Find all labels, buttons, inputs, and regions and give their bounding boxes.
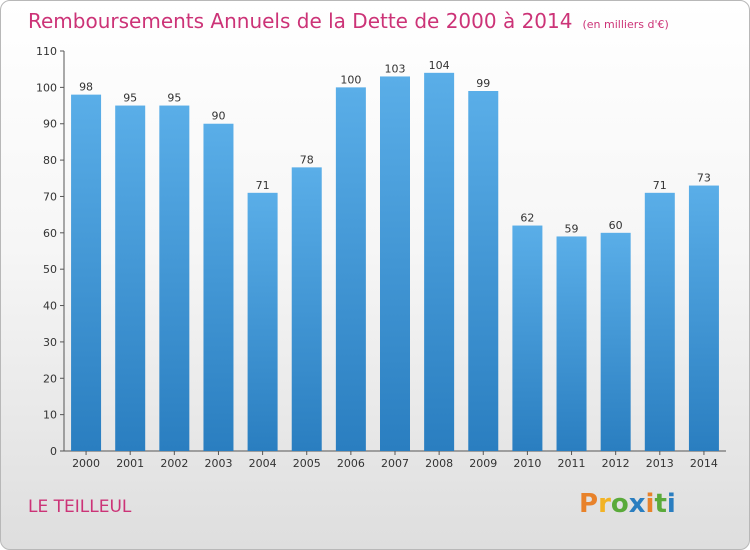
x-tick-label: 2014 [690,457,718,470]
bar-2002 [159,105,190,451]
x-tick-label: 2004 [249,457,277,470]
y-tick-label: 80 [43,154,57,167]
y-tick-label: 110 [36,45,57,58]
bar-2000 [71,94,102,452]
y-tick-label: 100 [36,81,57,94]
logo-letter: o [610,489,629,519]
y-tick-label: 70 [43,190,57,203]
bar-value-label: 95 [167,92,181,105]
x-tick-label: 2013 [646,457,674,470]
y-tick-label: 20 [43,372,57,385]
bar-value-label: 71 [653,179,667,192]
x-tick-label: 2012 [602,457,630,470]
bar-2014 [688,185,719,451]
x-tick-label: 2000 [72,457,100,470]
x-tick-label: 2003 [204,457,232,470]
proxiti-logo: Proxiti [579,489,676,519]
bar-value-label: 71 [256,179,270,192]
chart-labels: 98 2000 95 2001 95 2002 90 2003 71 2004 78 2005 100 2… [72,59,718,470]
y-tick-label: 0 [50,445,57,458]
bar-value-label: 99 [476,77,490,90]
chart-bars [71,72,719,452]
logo-letter: r [598,489,611,519]
bar-value-label: 98 [79,81,93,94]
logo-letter: t [654,489,667,519]
bar-2013 [644,192,675,451]
bar-value-label: 90 [211,110,225,123]
bar-value-label: 95 [123,92,137,105]
x-tick-label: 2005 [293,457,321,470]
commune-name: LE TEILLEUL [28,497,132,517]
bar-value-label: 59 [565,222,579,235]
y-tick-label: 10 [43,409,57,422]
logo-letter: i [645,489,655,519]
logo-letter: x [628,489,646,519]
bar-2001 [115,105,146,451]
bar-value-label: 62 [520,212,534,225]
bar-2007 [380,76,410,452]
bar-2006 [335,87,366,451]
x-tick-label: 2010 [513,457,541,470]
y-tick-label: 30 [43,336,57,349]
y-tick-label: 90 [43,118,57,131]
bar-2011 [556,236,587,451]
bar-2009 [468,91,499,451]
bar-value-label: 100 [340,73,361,86]
bar-2010 [512,225,543,451]
bar-2005 [291,167,322,451]
y-tick-label: 60 [43,227,57,240]
chart-unit-note: (en milliers d'€) [582,18,669,31]
bar-value-label: 73 [697,172,711,185]
bar-2008 [424,72,455,452]
x-tick-label: 2007 [381,457,409,470]
y-tick-label: 50 [43,263,57,276]
bar-2003 [203,123,234,452]
chart-title-text: Remboursements Annuels de la Dette de 20… [28,9,573,33]
bar-value-label: 103 [385,62,406,75]
x-tick-label: 2008 [425,457,453,470]
x-tick-label: 2002 [160,457,188,470]
x-tick-label: 2011 [558,457,586,470]
chart-title: Remboursements Annuels de la Dette de 20… [28,9,669,33]
x-tick-label: 2006 [337,457,365,470]
bar-value-label: 78 [300,153,314,166]
x-tick-label: 2009 [469,457,497,470]
logo-letter: P [579,489,599,519]
bar-value-label: 104 [429,59,450,72]
logo-letter: i [666,489,676,519]
bar-2004 [247,192,278,451]
bar-2012 [600,232,631,451]
x-tick-label: 2001 [116,457,144,470]
bar-value-label: 60 [609,219,623,232]
y-tick-label: 40 [43,300,57,313]
